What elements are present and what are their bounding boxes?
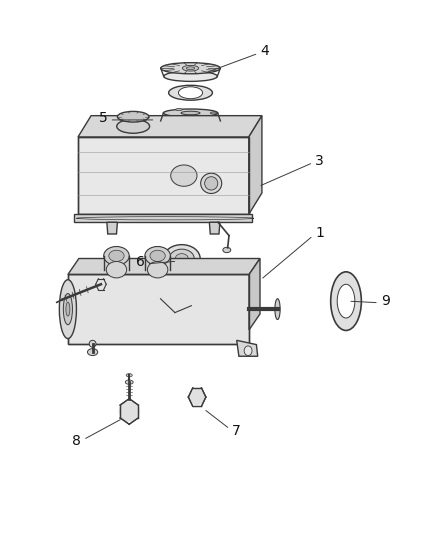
Ellipse shape: [205, 177, 218, 190]
Polygon shape: [107, 222, 117, 234]
Ellipse shape: [119, 401, 140, 422]
Ellipse shape: [179, 87, 202, 99]
Text: 9: 9: [381, 294, 390, 308]
Ellipse shape: [182, 66, 199, 71]
Ellipse shape: [210, 112, 217, 114]
Ellipse shape: [331, 272, 361, 330]
Ellipse shape: [176, 109, 182, 110]
Polygon shape: [237, 341, 258, 356]
Text: 1: 1: [315, 227, 324, 240]
Ellipse shape: [175, 254, 188, 263]
Ellipse shape: [275, 298, 280, 320]
Ellipse shape: [161, 116, 220, 126]
Text: 5: 5: [99, 111, 107, 125]
Text: 6: 6: [136, 255, 145, 269]
Polygon shape: [249, 259, 260, 330]
Ellipse shape: [104, 246, 129, 265]
Polygon shape: [68, 274, 249, 344]
Ellipse shape: [223, 247, 231, 253]
Ellipse shape: [186, 67, 195, 70]
Ellipse shape: [176, 116, 182, 117]
Polygon shape: [74, 214, 252, 222]
Polygon shape: [209, 222, 220, 234]
Ellipse shape: [163, 109, 218, 117]
Ellipse shape: [66, 302, 70, 316]
Ellipse shape: [169, 85, 212, 100]
Polygon shape: [78, 137, 249, 214]
Text: 7: 7: [232, 424, 241, 438]
Ellipse shape: [164, 71, 217, 82]
Text: 8: 8: [72, 434, 81, 448]
Ellipse shape: [170, 249, 194, 268]
Ellipse shape: [181, 111, 200, 115]
Ellipse shape: [161, 63, 220, 74]
Ellipse shape: [171, 165, 197, 187]
Ellipse shape: [337, 284, 355, 318]
Polygon shape: [249, 116, 262, 214]
Ellipse shape: [188, 389, 206, 405]
Polygon shape: [78, 116, 262, 137]
Ellipse shape: [126, 374, 132, 377]
Ellipse shape: [125, 380, 133, 384]
Ellipse shape: [163, 245, 200, 272]
Polygon shape: [68, 259, 260, 274]
Ellipse shape: [64, 294, 72, 325]
Ellipse shape: [150, 250, 165, 262]
Ellipse shape: [244, 346, 252, 356]
Ellipse shape: [59, 280, 76, 338]
Ellipse shape: [117, 111, 149, 122]
Ellipse shape: [117, 119, 149, 133]
Ellipse shape: [109, 250, 124, 262]
Ellipse shape: [88, 349, 98, 356]
Ellipse shape: [89, 341, 96, 348]
Ellipse shape: [145, 246, 170, 265]
Ellipse shape: [148, 262, 168, 278]
Text: 3: 3: [315, 154, 324, 168]
Ellipse shape: [106, 262, 127, 278]
Ellipse shape: [201, 173, 222, 193]
Text: 4: 4: [261, 44, 269, 58]
